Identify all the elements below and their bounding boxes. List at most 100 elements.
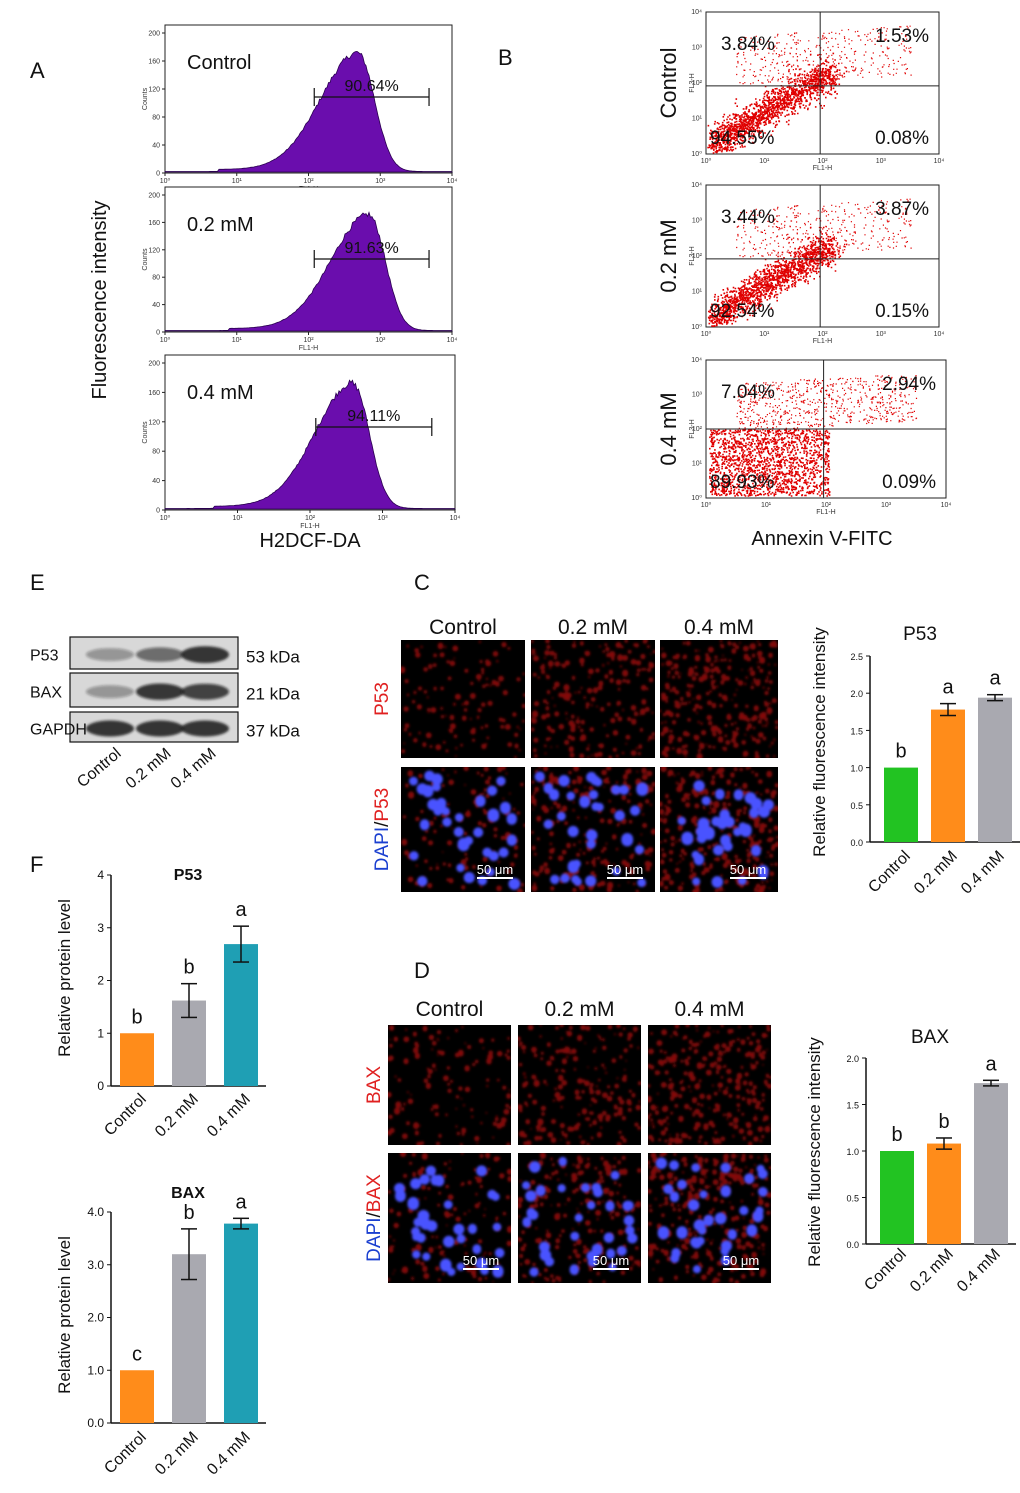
gate-percent: 94.11% [347, 408, 400, 425]
column-header: Control [429, 616, 497, 639]
marker-label: P53 [372, 788, 393, 822]
red-signal [388, 1153, 511, 1283]
histogram-1: 0 40 80 120 160 200 Counts 10⁰ 10¹ 10² 10³ 10⁴ FL1-H… [142, 186, 458, 352]
y-tick-label: 10¹ [692, 289, 703, 296]
blot-band [181, 720, 229, 737]
quadrant-ul: 7.04% [721, 382, 775, 403]
category-label: Control [101, 1091, 149, 1139]
category-label: 0.4 mM [204, 1091, 254, 1141]
red-channel-image [388, 1025, 511, 1145]
dapi-nuclei [677, 780, 774, 888]
bar-2 [974, 1083, 1008, 1244]
scale-bar-label: 50 μm [463, 1253, 499, 1268]
significance-letter: b [183, 957, 194, 979]
dapi-nuclei [394, 1165, 505, 1278]
red-channel-image [660, 640, 778, 758]
x-tick-label: 10⁴ [447, 337, 458, 344]
x-tick-label: 10³ [876, 331, 887, 338]
panel-e-western-blot: P53 53 kDa BAX 21 kDa GAPDH 37 kDa Control0.2 … [30, 636, 300, 792]
dotplot-xaxis: FL1-H [813, 165, 832, 172]
blot-band [136, 647, 184, 662]
micrograph-content [531, 640, 655, 758]
bar-1 [927, 1143, 961, 1244]
panel-a-histograms: Fluorescence intensity H2DCF-DA 0 40 80 120… [89, 24, 460, 552]
y-tick-label: 1.5 [850, 726, 863, 736]
x-tick-label: 10² [303, 337, 314, 344]
panel-label-d: D [414, 958, 430, 983]
dotplot-events [707, 198, 912, 327]
y-tick-label: 1.5 [846, 1101, 859, 1111]
chart-title: BAX [171, 1185, 205, 1202]
significance-letter: b [183, 1202, 194, 1224]
quadrant-ur: 2.94% [882, 374, 936, 395]
micrograph-frame [401, 640, 525, 758]
x-tick-label: 10⁴ [447, 178, 458, 185]
y-tick-label: 0.5 [850, 801, 863, 811]
micrograph-content [518, 1153, 641, 1283]
chart-ylabel: Relative fluorescence intensity [810, 627, 829, 857]
blot-protein-label: GAPDH [30, 722, 87, 739]
x-tick-label: 10¹ [761, 502, 772, 509]
x-tick-label: 10¹ [232, 178, 243, 185]
significance-letter: c [132, 1343, 142, 1365]
hist-ylabel: Counts [142, 87, 149, 110]
x-tick-label: 10³ [377, 515, 388, 522]
scale-bar-label: 50 μm [723, 1253, 759, 1268]
x-tick-label: 10² [303, 178, 314, 185]
panel-b-xlabel: Annexin V-FITC [751, 528, 892, 550]
y-tick-label: 4 [97, 868, 104, 882]
blot-lane-label: Control [74, 745, 124, 791]
blot-band [136, 683, 184, 700]
bar-chart-d_bax: 0.0 0.5 1.0 1.5 2.0 BAX Relative fluorescence … [805, 1027, 1016, 1296]
blot-size-label: 37 kDa [246, 722, 300, 741]
merged-row-label: DAPI/P53 [372, 788, 393, 871]
histogram-group-label: 0.4 mM [187, 382, 254, 404]
red-channel-image [531, 640, 655, 758]
red-signal [388, 1025, 511, 1145]
y-tick-label: 2 [97, 974, 104, 988]
category-label: Control [101, 1429, 149, 1477]
bar-0 [120, 1033, 154, 1086]
dotplot-xaxis: FL1-H [813, 338, 832, 345]
x-tick-label: 10¹ [232, 337, 243, 344]
y-tick-label: 0.5 [846, 1194, 859, 1204]
scale-bar-label: 50 μm [730, 862, 766, 877]
panel-label-b: B [498, 45, 513, 70]
category-label: 0.2 mM [911, 848, 961, 898]
chart-ylabel: Relative protein level [55, 899, 74, 1057]
chart-ylabel: Relative protein level [55, 1236, 74, 1394]
quadrant-ur: 1.53% [875, 26, 929, 47]
quadrant-ll: 92.54% [710, 301, 775, 322]
x-tick-label: 10³ [876, 158, 887, 165]
x-tick-label: 10³ [375, 178, 386, 185]
y-tick-label: 1.0 [846, 1147, 859, 1157]
y-tick-label: 1.0 [850, 764, 863, 774]
x-tick-label: 10⁰ [701, 501, 712, 509]
y-tick-label: 3.0 [87, 1258, 104, 1272]
y-tick-label: 2.5 [850, 652, 863, 662]
y-tick-label: 0.0 [87, 1416, 104, 1430]
red-channel-image [518, 1025, 641, 1145]
x-tick-label: 10¹ [232, 515, 243, 522]
merged-channel-image [401, 767, 525, 892]
y-tick-label: 200 [148, 193, 160, 200]
red-channel-image [648, 1025, 771, 1145]
dotplot-events [707, 25, 912, 154]
histogram-fill [164, 211, 453, 332]
category-label: 0.4 mM [954, 1246, 1004, 1296]
y-tick-label: 40 [152, 302, 160, 309]
y-tick-label: 10⁰ [691, 150, 702, 158]
red-signal [531, 767, 655, 892]
y-tick-label: 10³ [692, 392, 703, 399]
y-tick-label: 0 [156, 330, 160, 337]
dotplot-yaxis: FL3-H [689, 73, 696, 92]
micrograph-content [401, 767, 525, 892]
category-label: 0.2 mM [152, 1091, 202, 1141]
y-tick-label: 160 [148, 390, 160, 397]
significance-letter: b [938, 1111, 949, 1133]
y-tick-label: 120 [148, 247, 160, 254]
category-label: 0.4 mM [958, 848, 1008, 898]
blot-row-1: BAX 21 kDa [30, 672, 300, 708]
